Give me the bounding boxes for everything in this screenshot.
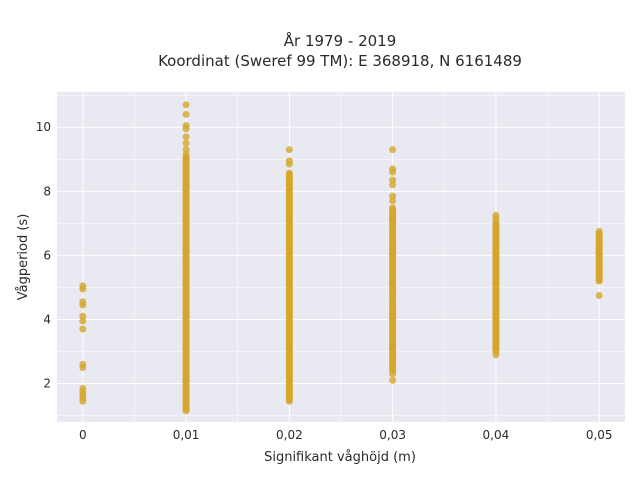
x-tick-label: 0,02 [276,428,303,442]
data-point [182,139,190,147]
y-tick-label: 4 [43,312,51,326]
data-point [389,192,397,200]
data-point [389,168,397,176]
data-point [182,133,190,141]
y-axis-title: Vågperiod (s) [16,214,31,301]
data-point [79,364,87,372]
x-axis-title: Signifikant våghöjd (m) [264,450,416,465]
data-point [389,181,397,189]
data-point [285,146,293,154]
y-tick-labels: 2 4 6 8 10 [36,120,51,390]
data-points [79,101,603,415]
x-tick-label: 0,04 [483,428,510,442]
y-tick-label: 10 [36,120,51,134]
data-point [389,376,397,384]
x-tick-labels: 0 0,01 0,02 0,03 0,04 0,05 [79,428,613,442]
x-tick-label: 0,03 [379,428,406,442]
data-point [389,176,397,184]
data-point [389,204,397,212]
data-point [79,317,87,325]
data-point [285,160,293,168]
data-point [79,285,87,293]
data-point [492,351,500,359]
data-point [79,325,87,333]
chart-subtitle: Koordinat (Sweref 99 TM): E 368918, N 61… [158,52,522,70]
data-point [492,215,500,223]
y-tick-label: 6 [43,248,51,262]
data-point [79,397,87,405]
y-tick-label: 8 [43,184,51,198]
data-point [79,301,87,309]
data-point [285,169,293,177]
chart-title: År 1979 - 2019 [284,31,397,50]
data-point [389,197,397,205]
y-tick-label: 2 [43,377,51,391]
x-tick-label: 0 [79,428,87,442]
data-point [389,146,397,154]
data-point [182,146,190,154]
data-point [182,125,190,133]
data-point [389,370,397,378]
data-point [79,312,87,320]
data-point [182,101,190,109]
data-point [595,227,603,235]
x-tick-label: 0,05 [586,428,613,442]
data-point [182,150,190,158]
data-point [595,291,603,299]
data-point [182,110,190,118]
x-tick-label: 0,01 [173,428,200,442]
